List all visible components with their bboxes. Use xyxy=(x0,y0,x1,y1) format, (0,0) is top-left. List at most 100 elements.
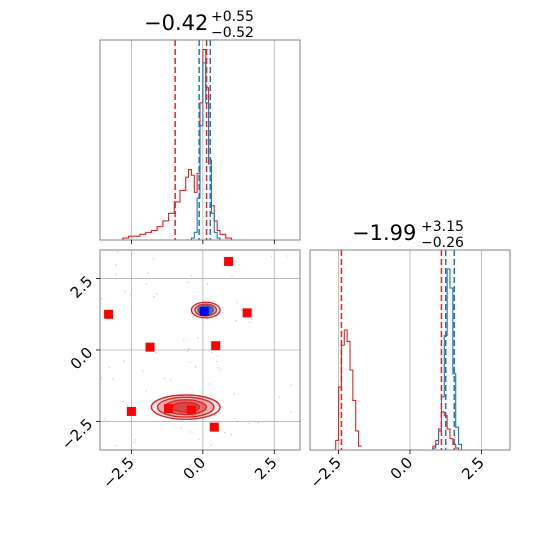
sample-dot xyxy=(257,421,259,424)
sample-dot xyxy=(233,417,236,420)
marginal-y-grid xyxy=(338,250,482,450)
sample-dot xyxy=(124,290,126,293)
sample-dot xyxy=(146,272,149,274)
sample-dot xyxy=(153,295,155,298)
sample-dot xyxy=(155,351,157,354)
x-tick-label: 0.0 xyxy=(180,454,210,484)
marginal-x-title: −0.42 +0.55 −0.52 xyxy=(144,9,254,41)
sample-dot xyxy=(104,418,106,420)
sample-dot xyxy=(142,370,144,373)
sample-dot xyxy=(189,431,191,433)
sample-dot xyxy=(198,438,200,441)
sample-dot xyxy=(194,366,197,368)
joint-sample-cloud xyxy=(100,251,292,451)
marginal-y-series xyxy=(330,268,465,451)
marginal-y-ticks xyxy=(338,450,482,454)
sample-dot xyxy=(224,431,226,434)
sample-dot xyxy=(156,292,158,295)
sample-dot xyxy=(208,383,211,385)
sample-dot xyxy=(115,263,117,266)
sample-dot xyxy=(250,318,253,321)
sample-dot xyxy=(278,396,281,398)
sample-dot xyxy=(145,283,147,285)
sample-dot xyxy=(190,274,193,277)
marginal-x-title-value: −0.42 xyxy=(144,11,208,35)
sample-dot xyxy=(216,355,219,357)
sample-dot xyxy=(247,422,250,425)
joint-grid xyxy=(100,250,300,450)
sample-dot xyxy=(187,347,190,350)
sample-dot xyxy=(290,411,292,413)
marginal-x-series xyxy=(117,48,243,241)
sample-dot xyxy=(219,368,222,371)
sample-dot xyxy=(197,337,199,339)
sample-dot xyxy=(126,404,129,407)
sample-dot xyxy=(235,319,237,322)
marginal-x-title-plus: +0.55 xyxy=(211,9,254,25)
sample-dot xyxy=(132,441,135,444)
joint-contours xyxy=(150,301,221,420)
sample-dot xyxy=(179,427,182,429)
marginal-y-title: −1.99 +3.15 −0.26 xyxy=(352,219,464,251)
sample-dot xyxy=(186,281,189,284)
sample-dot xyxy=(231,275,233,277)
sample-dot xyxy=(186,350,189,352)
point-marker xyxy=(145,342,155,352)
point-marker xyxy=(209,422,219,432)
marginal-x-ticks xyxy=(131,240,275,244)
histogram-red xyxy=(117,48,243,241)
sample-dot xyxy=(206,283,209,285)
marginal-x-title-minus: −0.52 xyxy=(211,25,254,41)
point-marker xyxy=(104,309,114,319)
sample-dot xyxy=(287,255,289,257)
sample-dot xyxy=(240,309,243,312)
sample-dot xyxy=(233,393,236,395)
y-tick-label: 2.5 xyxy=(67,272,97,302)
sample-dot xyxy=(210,444,212,446)
sample-dot xyxy=(145,389,147,392)
sample-dot xyxy=(115,444,118,447)
histogram-blue xyxy=(117,62,243,241)
joint-x-tick-labels: −2.5 0.0 2.5 xyxy=(99,454,280,492)
sample-dot xyxy=(236,301,238,304)
sample-dot xyxy=(152,257,155,260)
marginal-y-x-tick-labels: −2.5 0.0 2.5 xyxy=(306,454,487,492)
marginal-y-title-plus: +3.15 xyxy=(421,219,464,235)
sample-dot xyxy=(122,400,124,403)
y-tick-label: −2.5 xyxy=(58,415,96,453)
sample-dot xyxy=(189,361,191,363)
x-tick-label: 0.0 xyxy=(387,454,417,484)
sample-dot xyxy=(217,367,219,369)
y-tick-label: 0.0 xyxy=(67,344,97,374)
sample-dot xyxy=(100,377,103,379)
sample-dot xyxy=(117,251,119,253)
sample-dot xyxy=(134,439,137,441)
sample-dot xyxy=(129,294,132,297)
point-marker xyxy=(186,405,196,415)
joint-panel: −2.5 0.0 2.5 −2.5 0.0 2.5 xyxy=(58,249,301,492)
point-marker xyxy=(199,306,209,316)
marginal-y-panel: −2.5 0.0 2.5 −1.99 +3.15 −0.26 xyxy=(306,219,511,492)
marginal-y-title-minus: −0.26 xyxy=(421,235,464,251)
sample-dot xyxy=(163,377,166,380)
x-tick-label: −2.5 xyxy=(99,454,137,492)
sample-dot xyxy=(183,339,185,341)
joint-y-tick-labels: −2.5 0.0 2.5 xyxy=(58,272,96,453)
x-tick-label: −2.5 xyxy=(306,454,344,492)
joint-ticks xyxy=(96,278,275,454)
marginal-x-quantile-lines xyxy=(174,40,212,240)
point-marker xyxy=(224,256,234,266)
sample-dot xyxy=(133,252,135,254)
point-marker xyxy=(164,404,174,414)
sample-dot xyxy=(114,273,117,276)
sample-dot xyxy=(211,351,213,354)
joint-markers xyxy=(104,256,252,432)
x-tick-label: 2.5 xyxy=(458,454,488,484)
point-marker xyxy=(211,341,221,351)
sample-dot xyxy=(267,420,270,422)
sample-dot xyxy=(123,360,125,362)
sample-dot xyxy=(108,366,111,369)
sample-dot xyxy=(100,297,103,300)
histogram-red xyxy=(330,329,465,451)
sample-dot xyxy=(290,384,292,386)
